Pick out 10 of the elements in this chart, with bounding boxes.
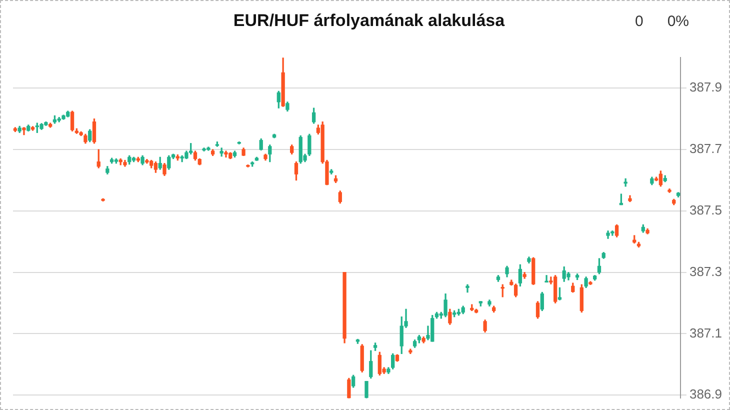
- text: 0: [634, 13, 644, 30]
- candlestick: [544, 275, 548, 282]
- y-tick-label: 387.9: [689, 80, 722, 95]
- text: 0%: [667, 13, 689, 30]
- y-tick-label: 386.9: [689, 386, 722, 402]
- y-tick-label: 387.3: [689, 264, 722, 279]
- y-tick-label: 387.5: [689, 202, 722, 218]
- y-tick-label: 387.7: [689, 141, 722, 156]
- y-tick-label: 387.1: [689, 325, 722, 340]
- chart-title: EUR/HUF árfolyamának alakulása: [233, 10, 506, 30]
